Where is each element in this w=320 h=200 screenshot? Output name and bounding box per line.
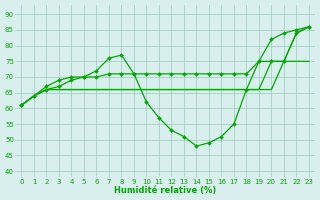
X-axis label: Humidité relative (%): Humidité relative (%) (114, 186, 216, 195)
